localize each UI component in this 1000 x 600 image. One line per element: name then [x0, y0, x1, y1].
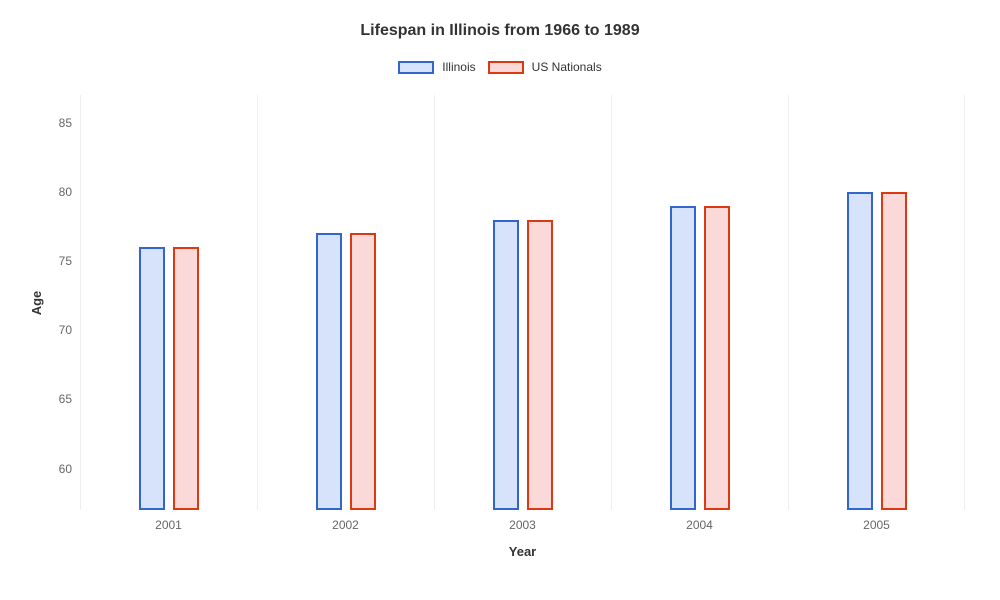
y-tick-label: 85 [32, 116, 72, 130]
y-tick-label: 80 [32, 185, 72, 199]
legend-item: US Nationals [488, 60, 602, 74]
legend-label: Illinois [442, 60, 475, 74]
bar [493, 220, 519, 511]
bar [173, 247, 199, 510]
legend: Illinois US Nationals [0, 60, 1000, 74]
bar [350, 233, 376, 510]
legend-swatch [398, 61, 434, 74]
x-tick-label: 2001 [155, 518, 182, 532]
x-tick-label: 2002 [332, 518, 359, 532]
gridline [80, 95, 81, 510]
y-tick-label: 60 [32, 462, 72, 476]
gridline [257, 95, 258, 510]
bar [670, 206, 696, 510]
x-tick-label: 2003 [509, 518, 536, 532]
bar [316, 233, 342, 510]
y-tick-label: 75 [32, 254, 72, 268]
gridline [434, 95, 435, 510]
chart-title: Lifespan in Illinois from 1966 to 1989 [0, 22, 1000, 40]
bar [881, 192, 907, 510]
plot-area: Age Year 6065707580852001200220032004200… [80, 95, 965, 510]
gridline [611, 95, 612, 510]
y-tick-label: 65 [32, 392, 72, 406]
bar [704, 206, 730, 510]
x-tick-label: 2004 [686, 518, 713, 532]
gridline [964, 95, 965, 510]
legend-swatch [488, 61, 524, 74]
bar [847, 192, 873, 510]
legend-label: US Nationals [532, 60, 602, 74]
bar [527, 220, 553, 511]
x-tick-label: 2005 [863, 518, 890, 532]
bar [139, 247, 165, 510]
y-axis-title: Age [29, 290, 44, 315]
x-axis-title: Year [509, 544, 536, 559]
y-tick-label: 70 [32, 323, 72, 337]
legend-item: Illinois [398, 60, 475, 74]
gridline [788, 95, 789, 510]
